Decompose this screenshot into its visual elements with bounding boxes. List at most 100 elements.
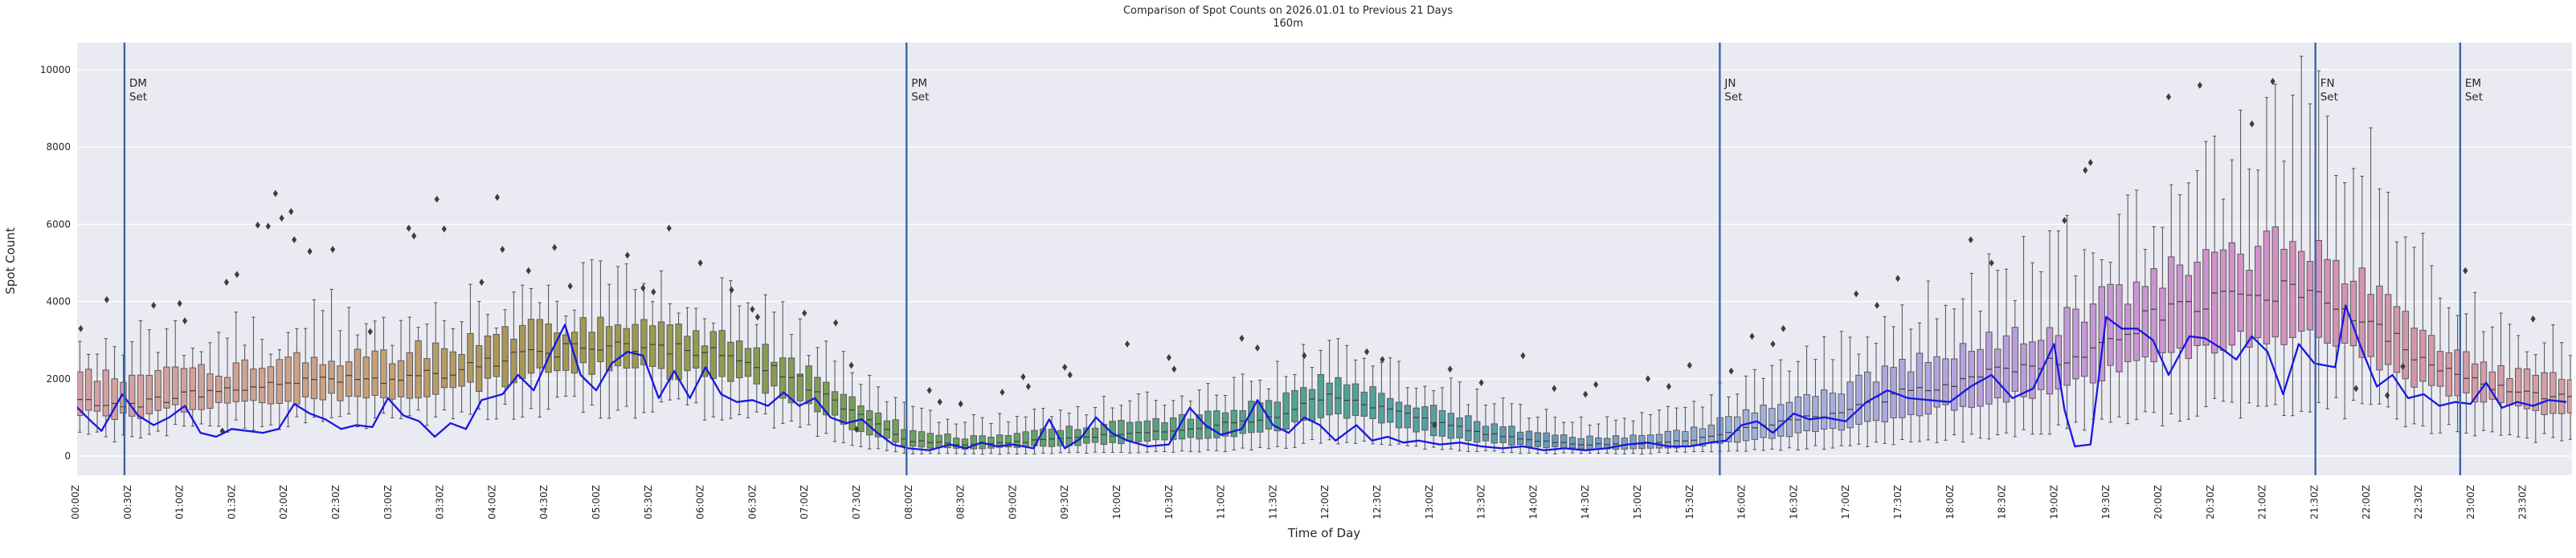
box	[1534, 432, 1541, 447]
box	[1387, 397, 1394, 423]
box	[796, 373, 803, 401]
box	[2002, 335, 2010, 403]
x-tick-label: 19:30Z	[2100, 485, 2112, 519]
event-label: DM Set	[129, 77, 147, 104]
box	[1499, 426, 1507, 443]
box	[1777, 404, 1785, 437]
box	[1985, 332, 1993, 405]
box	[1621, 438, 1628, 450]
box	[85, 369, 92, 411]
outlier-icon	[1749, 332, 1755, 340]
box	[250, 369, 257, 401]
outlier-icon	[182, 317, 188, 325]
x-tick-label: 20:00Z	[2153, 485, 2164, 519]
box	[1916, 352, 1924, 417]
box	[874, 412, 882, 438]
box	[2255, 246, 2262, 339]
outlier-icon	[1025, 383, 1031, 390]
box	[1872, 381, 1880, 422]
box	[1543, 432, 1550, 449]
box	[77, 371, 84, 417]
outlier-icon	[697, 259, 703, 267]
outlier-icon	[1989, 259, 1994, 267]
box	[189, 367, 197, 410]
box	[1803, 393, 1810, 431]
x-tick-label: 10:00Z	[1111, 485, 1122, 519]
box	[1691, 426, 1698, 446]
box	[501, 326, 509, 388]
box	[1170, 417, 1177, 440]
outlier-icon	[1728, 367, 1734, 375]
x-tick-label: 21:00Z	[2257, 485, 2268, 519]
box	[346, 361, 353, 397]
outlier-icon	[2249, 120, 2255, 128]
box	[2029, 341, 2036, 399]
box	[588, 332, 595, 375]
outlier-icon	[1124, 340, 1131, 348]
outlier-icon	[265, 222, 271, 230]
box	[701, 345, 709, 377]
box	[2020, 343, 2027, 397]
box	[2376, 285, 2383, 371]
box	[2089, 303, 2097, 384]
outlier-icon	[1380, 356, 1385, 364]
box	[1647, 434, 1654, 449]
box	[1942, 358, 1949, 405]
box	[2515, 368, 2522, 407]
box	[1221, 412, 1229, 437]
box	[389, 363, 396, 400]
x-tick-label: 08:30Z	[955, 485, 967, 519]
box	[1838, 393, 1846, 431]
box	[640, 319, 648, 365]
box	[1351, 383, 1360, 417]
box	[2306, 261, 2314, 331]
box	[2445, 352, 2453, 397]
box	[2055, 335, 2063, 390]
box	[1291, 389, 1298, 422]
box	[771, 361, 778, 387]
box	[1812, 396, 1819, 433]
box	[823, 381, 830, 416]
box	[111, 378, 118, 421]
box	[2333, 259, 2340, 347]
box	[762, 344, 769, 394]
box	[145, 374, 153, 414]
x-tick-label: 13:30Z	[1476, 485, 1487, 519]
outlier-icon	[219, 427, 225, 435]
box	[2124, 303, 2132, 363]
x-tick-label: 03:30Z	[435, 485, 446, 519]
chart-title-block: Comparison of Spot Counts on 2026.01.01 …	[0, 5, 2576, 31]
x-tick-label: 01:00Z	[174, 485, 186, 519]
outlier-icon	[1447, 365, 1453, 373]
box	[1091, 427, 1099, 443]
box	[1968, 351, 1976, 408]
outlier-icon	[1583, 390, 1589, 398]
y-tick-label: 2000	[46, 373, 71, 385]
box	[2211, 251, 2218, 354]
x-tick-label: 19:00Z	[2048, 485, 2059, 519]
x-tick-label: 07:00Z	[799, 485, 810, 519]
box	[1725, 416, 1732, 442]
box	[892, 419, 899, 443]
outlier-icon	[104, 295, 109, 303]
box	[2107, 283, 2114, 366]
box	[2219, 249, 2227, 351]
box	[866, 410, 873, 436]
box	[536, 319, 543, 369]
event-label: PM Set	[911, 77, 929, 104]
outlier-icon	[367, 328, 373, 336]
outlier-icon	[1520, 352, 1526, 360]
outlier-icon	[1593, 381, 1599, 389]
box	[1577, 438, 1584, 450]
current-day-line	[77, 304, 2567, 451]
box	[1413, 407, 1420, 433]
x-tick-label: 14:30Z	[1580, 485, 1591, 519]
x-tick-label: 13:00Z	[1424, 485, 1435, 519]
x-tick-label: 11:30Z	[1267, 485, 1278, 519]
box	[2549, 372, 2557, 414]
x-tick-label: 18:30Z	[1997, 485, 2008, 519]
outlier-icon	[1552, 385, 1557, 393]
box	[93, 381, 101, 412]
x-tick-label: 17:00Z	[1840, 485, 1851, 519]
outlier-icon	[832, 319, 839, 327]
